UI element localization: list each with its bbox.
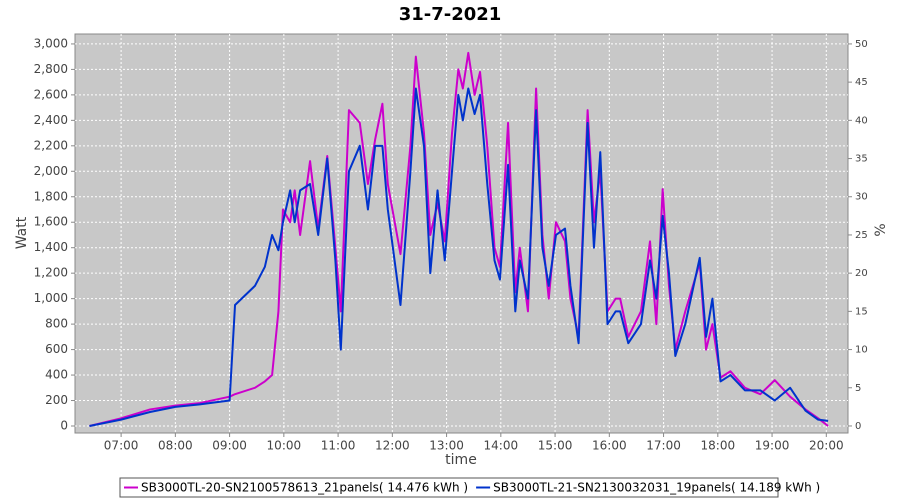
- y2-tick-label: 40: [855, 115, 868, 126]
- y-tick-label: 400: [45, 368, 68, 382]
- x-tick-label: 18:00: [701, 439, 736, 453]
- y2-tick-label: 45: [855, 77, 868, 88]
- y2-tick-label: 15: [855, 306, 868, 317]
- legend: [119, 477, 779, 498]
- x-tick-label: 16:00: [592, 439, 627, 453]
- x-tick-label: 09:00: [212, 439, 247, 453]
- y-tick-label: 2,600: [34, 87, 68, 101]
- x-tick-label: 19:00: [755, 439, 790, 453]
- y-tick-label: 0: [60, 418, 68, 432]
- y-axis-label: Watt: [14, 216, 30, 249]
- y-tick-label: 1,200: [34, 266, 68, 280]
- x-tick-label: 11:00: [321, 439, 356, 453]
- y-tick-label: 1,600: [34, 215, 68, 229]
- y2-tick-label: 20: [855, 268, 868, 279]
- line-series: [89, 87, 829, 427]
- y-tick-label: 2,400: [34, 113, 68, 127]
- y2-tick-label: 25: [855, 230, 868, 241]
- y2-axis-label: %: [873, 223, 889, 236]
- y2-tick-label: 5: [855, 383, 861, 394]
- y-tick-label: 2,200: [34, 138, 68, 152]
- legend-label: SB3000TL-21-SN2130032031_19panels( 14.18…: [493, 481, 820, 495]
- x-tick-label: 08:00: [158, 439, 193, 453]
- y-tick-label: 600: [45, 342, 68, 356]
- y2-tick-label: 50: [855, 39, 868, 50]
- y-tick-label: 200: [45, 393, 68, 407]
- legend-label: SB3000TL-20-SN2100578613_21panels( 14.47…: [141, 481, 468, 495]
- y2-tick-label: 10: [855, 345, 868, 356]
- x-tick-label: 17:00: [646, 439, 681, 453]
- y-tick-label: 1,000: [34, 291, 68, 305]
- y2-tick-label: 35: [855, 154, 868, 165]
- x-tick-label: 20:00: [809, 439, 844, 453]
- y-tick-label: 2,000: [34, 164, 68, 178]
- y-tick-label: 2,800: [34, 62, 68, 76]
- x-tick-label: 13:00: [429, 439, 464, 453]
- y2-tick-label: 30: [855, 192, 868, 203]
- x-axis-label: time: [445, 452, 477, 468]
- y2-tick-label: 0: [855, 421, 861, 432]
- x-tick-label: 10:00: [267, 439, 302, 453]
- y-tick-label: 800: [45, 317, 68, 331]
- y-tick-label: 1,800: [34, 189, 68, 203]
- x-tick-label: 15:00: [538, 439, 573, 453]
- y-tick-label: 1,400: [34, 240, 68, 254]
- chart-title: 31-7-2021: [399, 4, 502, 25]
- x-tick-label: 12:00: [375, 439, 410, 453]
- x-tick-label: 07:00: [104, 439, 139, 453]
- y-tick-label: 3,000: [34, 36, 68, 50]
- x-tick-label: 14:00: [484, 439, 519, 453]
